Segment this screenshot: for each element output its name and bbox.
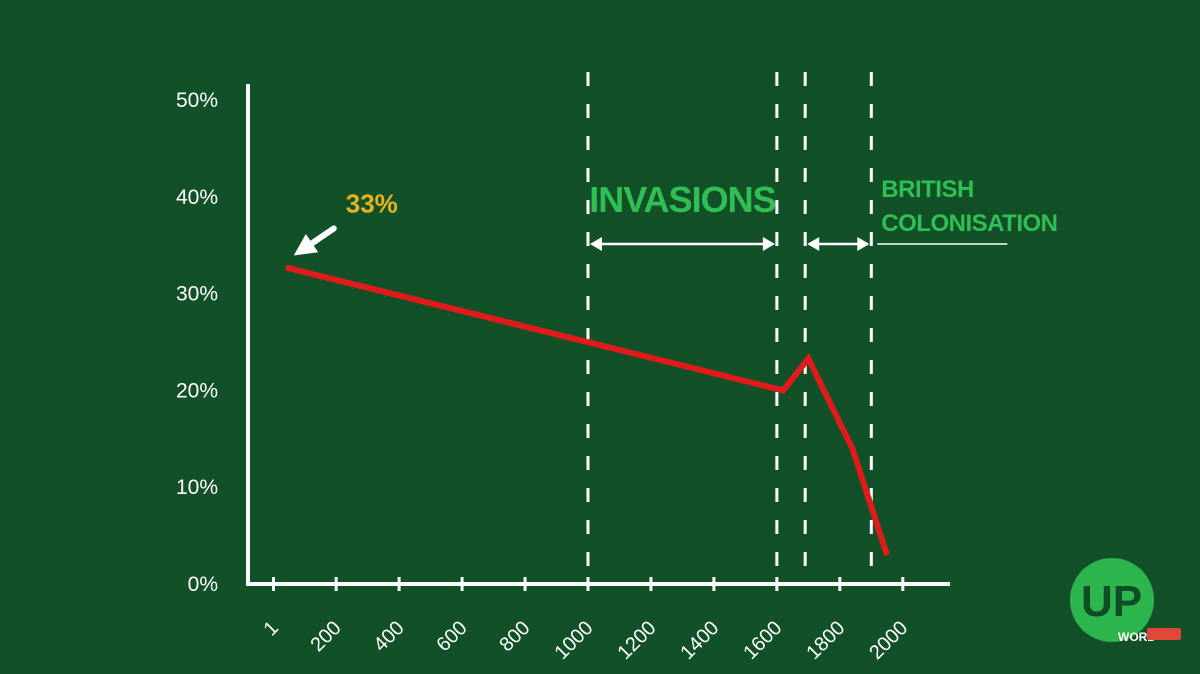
region-label-colonisation: COLONISATION [881,210,1057,237]
x-tick-label: 1600 [739,617,786,664]
logo-subtext: WORD [1118,630,1156,644]
x-tick-label: 800 [495,617,534,656]
region-arrowhead-right [857,237,870,251]
x-tick-label: 600 [432,617,471,656]
logo-text: UP [1081,577,1142,626]
series-line [285,264,890,556]
x-tick-label: 1 [260,617,283,640]
upword-logo: UP WORD [1070,558,1181,644]
x-tick-label: 1400 [676,617,723,664]
region-arrowhead-left [807,237,820,251]
y-tick-label: 20% [176,379,218,402]
logo-circle [1070,558,1154,642]
x-tick-label: 1000 [550,617,597,664]
x-tick-label: 1200 [613,617,660,664]
x-tick-label: 2000 [865,617,912,664]
x-tick-label: 1800 [802,617,849,664]
y-tick-label: 50% [176,89,218,112]
y-tick-label: 10% [176,476,218,499]
region-label-invasions: INVASIONS [589,179,775,220]
region-arrowhead-right [762,237,775,251]
x-tick-label: 400 [369,617,408,656]
y-tick-label: 0% [188,573,218,596]
region-arrowhead-left [589,237,602,251]
y-tick-label: 30% [176,283,218,306]
annotation-arrow-head [293,234,319,256]
subscribe-badge [1147,628,1181,640]
region-label-colonisation: BRITISH [881,176,974,203]
annotation-label: 33% [346,188,398,218]
y-tick-label: 40% [176,186,218,209]
x-tick-label: 200 [307,617,346,656]
